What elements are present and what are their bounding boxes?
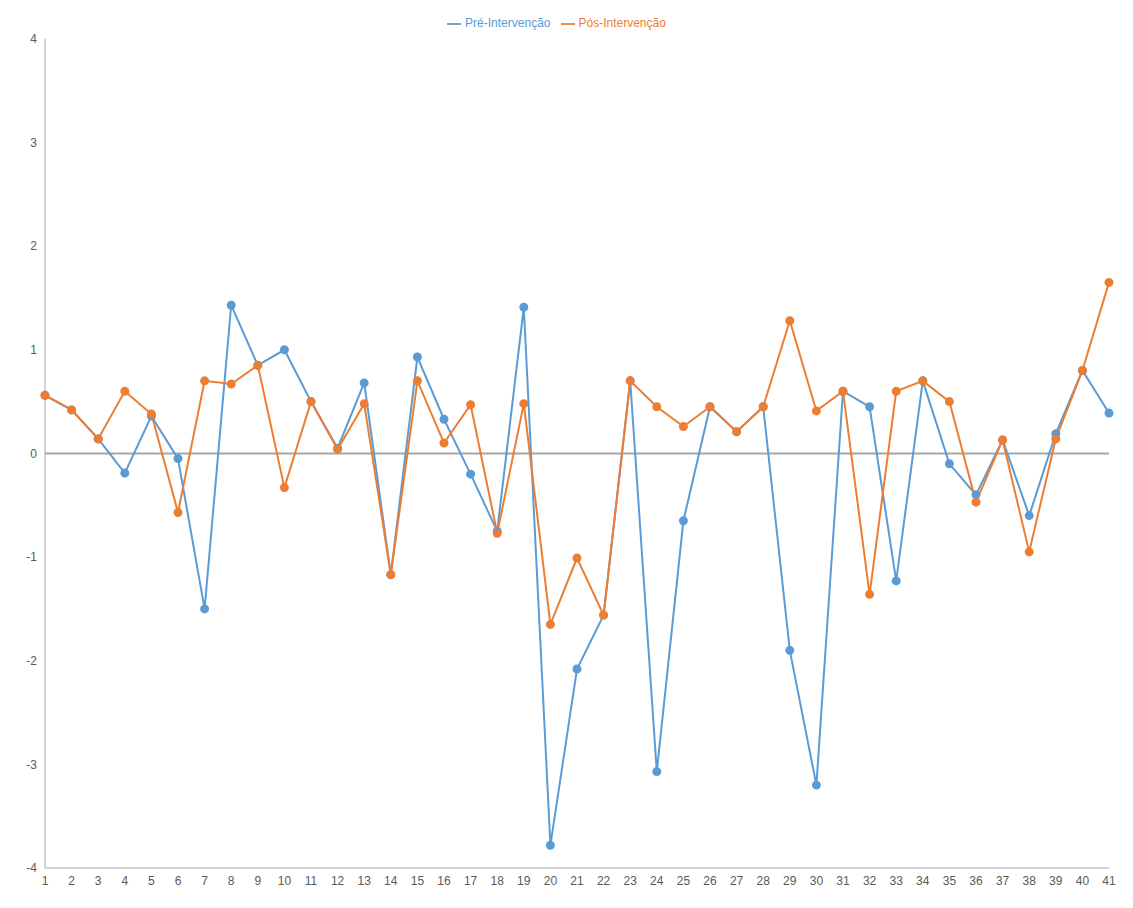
svg-text:17: 17 [464, 874, 478, 888]
svg-text:27: 27 [730, 874, 744, 888]
svg-text:5: 5 [148, 874, 155, 888]
svg-text:35: 35 [943, 874, 957, 888]
svg-text:0: 0 [30, 447, 37, 461]
svg-text:2: 2 [68, 874, 75, 888]
svg-text:9: 9 [254, 874, 261, 888]
svg-text:32: 32 [863, 874, 877, 888]
svg-text:3: 3 [30, 136, 37, 150]
svg-text:-2: -2 [26, 654, 37, 668]
svg-text:8: 8 [228, 874, 235, 888]
svg-text:22: 22 [597, 874, 611, 888]
svg-text:21: 21 [570, 874, 584, 888]
svg-text:3: 3 [95, 874, 102, 888]
svg-text:37: 37 [996, 874, 1010, 888]
svg-text:41: 41 [1102, 874, 1116, 888]
svg-text:7: 7 [201, 874, 208, 888]
svg-text:26: 26 [703, 874, 717, 888]
svg-text:34: 34 [916, 874, 930, 888]
svg-text:11: 11 [305, 874, 318, 888]
svg-text:16: 16 [437, 874, 451, 888]
svg-text:2: 2 [30, 239, 37, 253]
svg-text:38: 38 [1023, 874, 1037, 888]
svg-text:14: 14 [384, 874, 398, 888]
svg-text:12: 12 [331, 874, 345, 888]
svg-text:31: 31 [836, 874, 850, 888]
svg-text:23: 23 [624, 874, 638, 888]
svg-text:13: 13 [358, 874, 372, 888]
svg-text:1: 1 [30, 343, 37, 357]
html-text:Pré-Intervenção: Pré-Intervenção [465, 16, 551, 30]
svg-text:-3: -3 [26, 758, 37, 772]
svg-text:28: 28 [757, 874, 771, 888]
svg-text:33: 33 [890, 874, 904, 888]
svg-text:6: 6 [175, 874, 182, 888]
svg-text:4: 4 [121, 874, 128, 888]
svg-text:19: 19 [517, 874, 531, 888]
svg-text:24: 24 [650, 874, 664, 888]
svg-text:29: 29 [783, 874, 797, 888]
svg-text:30: 30 [810, 874, 824, 888]
svg-text:-1: -1 [26, 550, 37, 564]
html-text:Pós-Intervenção: Pós-Intervenção [578, 16, 666, 30]
svg-text:40: 40 [1076, 874, 1090, 888]
svg-text:39: 39 [1049, 874, 1063, 888]
svg-text:15: 15 [411, 874, 425, 888]
svg-text:4: 4 [30, 32, 37, 46]
svg-text:18: 18 [491, 874, 505, 888]
svg-text:20: 20 [544, 874, 558, 888]
svg-text:-4: -4 [26, 861, 37, 875]
svg-text:1: 1 [42, 874, 49, 888]
svg-text:36: 36 [969, 874, 983, 888]
svg-text:10: 10 [278, 874, 292, 888]
svg-text:25: 25 [677, 874, 691, 888]
